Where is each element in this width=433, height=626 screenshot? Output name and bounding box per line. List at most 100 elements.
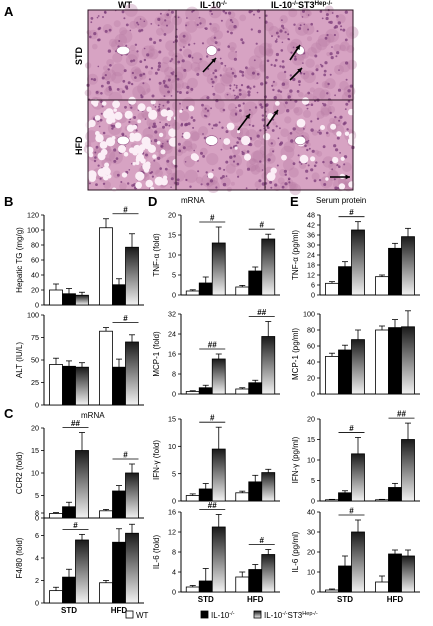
tissue-patch [106,59,114,67]
bar-wt [235,286,250,296]
cell-nucleus [140,95,144,99]
bar-wt [185,290,200,296]
cell-nucleus [269,180,273,184]
cell-nucleus [271,35,273,38]
significance-mark: ## [257,308,266,317]
cell-nucleus [177,142,181,146]
cell-nucleus [234,94,236,97]
central-vein [205,45,218,56]
bar-il-10- [248,270,263,296]
cell-nucleus [240,38,244,42]
lipid-droplet [166,116,172,122]
lipid-droplet [188,105,195,112]
cell-nucleus [219,74,222,77]
cell-nucleus [274,183,278,187]
bar-wt [49,289,63,306]
cell-nucleus [256,134,260,138]
tissue-patch [289,182,296,190]
cell-nucleus [107,68,110,71]
cell-nucleus [170,10,174,14]
lipid-droplet [95,134,104,143]
lipid-droplet [106,117,114,125]
cell-nucleus [211,80,215,84]
tissue-patch [119,29,133,44]
cell-nucleus [286,109,290,113]
cell-nucleus [94,156,97,159]
cell-nucleus [163,33,167,36]
cell-nucleus [307,91,311,95]
label-text: WT [118,0,132,10]
tissue-patch [316,110,325,119]
y-tick-label: 6 [35,531,39,540]
tissue-patch [255,162,265,173]
label-text: IL-10 [211,611,230,620]
cell-nucleus [259,129,262,132]
arrow-head-icon [345,174,350,180]
label-text: IL-10 [200,0,221,10]
lipid-droplet [325,177,329,181]
bar-il-10-st3hep- [261,336,276,395]
lipid-droplet [94,115,101,121]
cell-nucleus [209,9,212,13]
tissue-patch [324,78,336,90]
cell-nucleus [89,35,92,39]
cell-nucleus [107,49,112,53]
cell-nucleus [307,139,310,142]
tissue-patch [178,31,192,44]
cell-nucleus [97,27,101,31]
y-tick-label: 0 [35,599,39,608]
tissue-patch [171,52,184,65]
lipid-droplet [145,179,154,188]
y-tick-label: 15 [168,231,176,240]
cell-nucleus [323,69,327,73]
cell-nucleus [178,91,182,94]
cell-nucleus [157,156,161,160]
y-tick-label: 0 [172,291,176,300]
cell-nucleus [323,171,325,174]
lipid-droplet [160,149,166,155]
cell-nucleus [310,103,314,106]
cell-nucleus [275,58,278,62]
bar-il-10- [198,488,213,502]
arrow-head-icon [245,114,250,119]
bar-il-10- [388,553,402,593]
tissue-patch [148,45,155,51]
lipid-droplet [135,171,145,181]
cell-nucleus [235,106,237,109]
cell-nucleus [213,36,216,39]
cell-nucleus [338,119,341,122]
lipid-droplet [338,183,346,190]
cell-nucleus [166,86,169,89]
cell-nucleus [93,159,97,163]
cell-nucleus [336,164,339,167]
cell-nucleus [120,181,123,183]
x-category-label: STD [337,595,353,604]
cell-nucleus [154,106,157,108]
y-axis-label: CCR2 (fold) [15,452,24,495]
cell-nucleus [277,89,281,93]
cell-nucleus [204,27,208,30]
cell-nucleus [186,106,189,110]
cell-nucleus [106,81,111,85]
tissue-patch [282,158,295,171]
cell-nucleus [125,23,129,27]
tissue-patch [339,41,350,52]
cell-nucleus [185,178,188,182]
cell-nucleus [100,92,103,95]
lipid-droplet [275,101,280,106]
y-tick-label: 12 [168,528,176,537]
tissue-patch [137,81,151,96]
tissue-patch [227,50,238,61]
tissue-patch [179,111,190,122]
tissue-patch [195,176,203,184]
lipid-droplet [336,131,342,137]
cell-nucleus [138,29,142,33]
cell-nucleus [279,90,283,94]
histology-texture [84,3,177,106]
cell-nucleus [329,52,333,56]
y-tick-label: 20 [31,286,39,295]
cell-nucleus [211,85,214,88]
tissue-patch [279,15,288,24]
cell-nucleus [139,18,142,20]
